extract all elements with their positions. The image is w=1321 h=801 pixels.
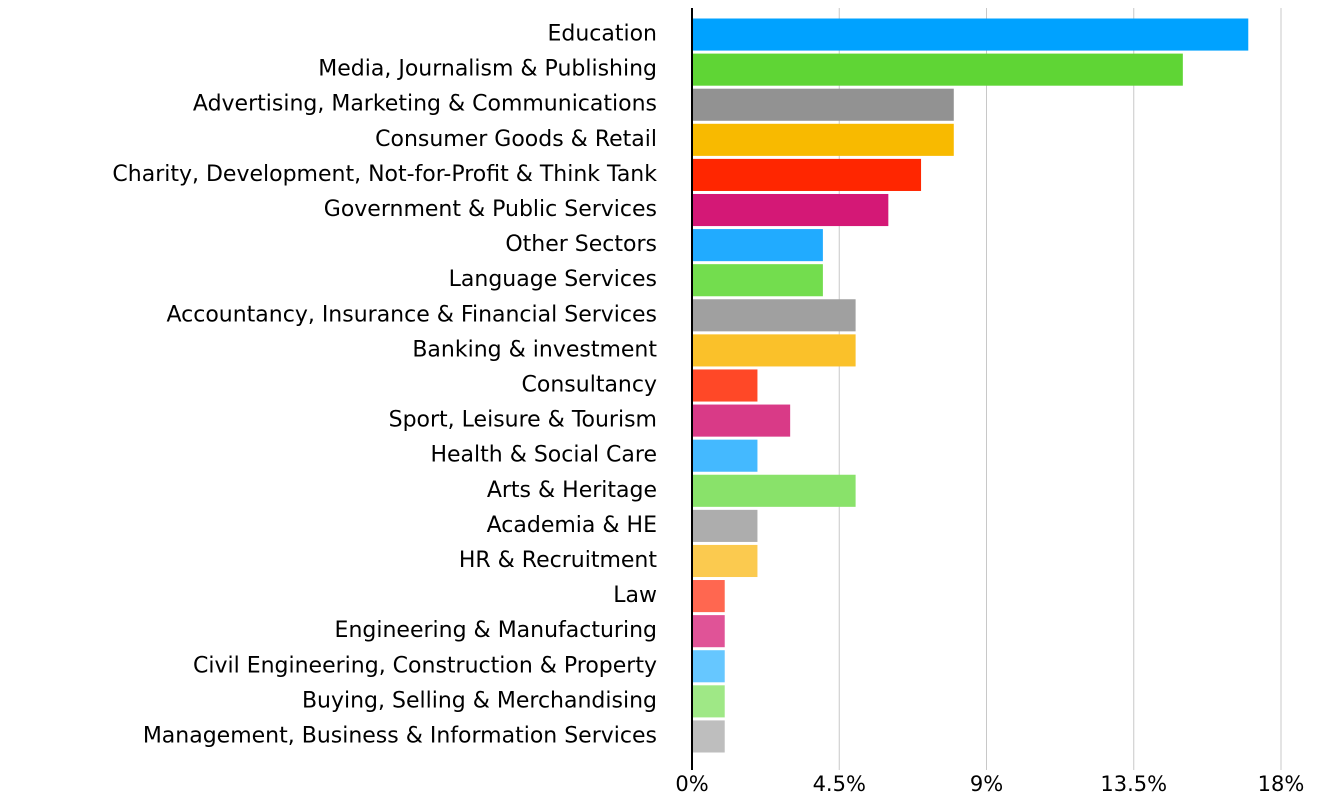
bar xyxy=(692,53,1183,86)
bar xyxy=(692,404,791,437)
bar xyxy=(692,369,758,402)
y-tick-label: HR & Recruitment xyxy=(459,548,658,573)
x-tick-label: 0% xyxy=(675,772,708,796)
x-tick-label: 9% xyxy=(970,772,1003,796)
bar xyxy=(692,474,856,507)
y-tick-label: Management, Business & Information Servi… xyxy=(143,723,657,748)
bar xyxy=(692,88,954,121)
y-tick-label: Education xyxy=(547,22,657,47)
y-tick-label: Consumer Goods & Retail xyxy=(375,127,657,152)
y-tick-label: Engineering & Manufacturing xyxy=(335,618,657,643)
y-tick-label: Media, Journalism & Publishing xyxy=(318,57,657,82)
y-tick-label: Academia & HE xyxy=(487,513,657,538)
bar xyxy=(692,615,725,648)
y-tick-label: Charity, Development, Not-for-Profit & T… xyxy=(112,162,657,187)
x-tick-label: 18% xyxy=(1258,772,1305,796)
bar xyxy=(692,580,725,613)
y-tick-label: Law xyxy=(613,583,657,608)
y-tick-label: Banking & investment xyxy=(412,337,657,362)
bar xyxy=(692,544,758,578)
bar xyxy=(692,193,889,227)
y-tick-label: Advertising, Marketing & Communications xyxy=(193,92,657,117)
y-tick-label: Consultancy xyxy=(522,373,657,398)
bar xyxy=(692,720,725,753)
bar xyxy=(692,264,823,297)
x-tick-label: 4.5% xyxy=(813,772,866,796)
y-tick-label: Language Services xyxy=(449,267,657,292)
bar xyxy=(692,334,856,367)
y-tick-label: Civil Engineering, Construction & Proper… xyxy=(193,653,657,678)
y-tick-label: Health & Social Care xyxy=(430,443,657,468)
y-tick-label: Sport, Leisure & Tourism xyxy=(389,408,657,433)
x-tick-label: 13.5% xyxy=(1100,772,1167,796)
bar xyxy=(692,18,1249,51)
bar xyxy=(692,123,954,156)
y-tick-label: Arts & Heritage xyxy=(487,478,657,503)
bar xyxy=(692,685,725,718)
y-tick-label: Government & Public Services xyxy=(324,197,657,222)
bar xyxy=(692,299,856,332)
y-tick-label: Accountancy, Insurance & Financial Servi… xyxy=(166,302,657,327)
y-tick-label: Buying, Selling & Merchandising xyxy=(302,688,657,713)
bar xyxy=(692,158,922,191)
y-tick-label: Other Sectors xyxy=(505,232,657,257)
bar xyxy=(692,229,823,262)
bar xyxy=(692,650,725,683)
bar xyxy=(692,439,758,472)
bar xyxy=(692,509,758,542)
